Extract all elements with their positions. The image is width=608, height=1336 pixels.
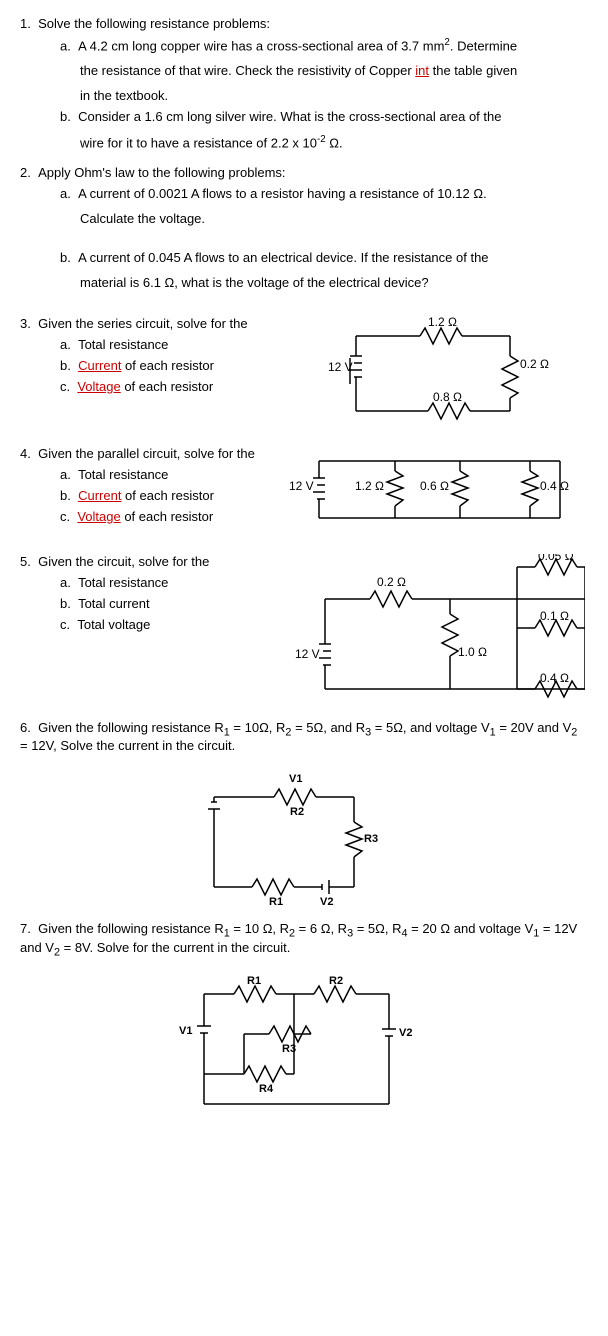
circuit-q6-icon: V1 R2 R3 R1 V2 — [194, 767, 414, 907]
q4-r3-label: 0.4 Ω — [540, 479, 569, 493]
q5-title: Given the circuit, solve for the — [38, 554, 209, 569]
circuit-series-icon: 12 V 1.2 Ω 0.2 Ω 0.8 Ω — [320, 316, 555, 426]
q6-figure: V1 R2 R3 R1 V2 — [20, 767, 588, 907]
q3-r1-label: 1.2 Ω — [428, 316, 457, 329]
q7-num: 7. — [20, 921, 38, 936]
q4-c: c. Voltage of each resistor — [60, 509, 285, 524]
q6-r2-label: R2 — [290, 806, 304, 818]
q3-a: a. Total resistance — [60, 337, 320, 352]
q5-b: b. Total current — [60, 596, 295, 611]
q6-num: 6. — [20, 720, 38, 735]
q5-r5-label: 0.4 Ω — [540, 671, 569, 685]
q7-r4-label: R4 — [259, 1083, 274, 1095]
q5-r1-label: 0.2 Ω — [377, 575, 406, 589]
q4-b: b. Current of each resistor — [60, 488, 285, 503]
q1-b: b. Consider a 1.6 cm long silver wire. W… — [60, 109, 588, 150]
q7-v1-label: V1 — [179, 1025, 192, 1037]
q3-v-label: 12 V — [328, 360, 353, 374]
q7-v2-label: V2 — [399, 1027, 412, 1039]
question-2: 2. Apply Ohm's law to the following prob… — [20, 165, 588, 290]
q5-a: a. Total resistance — [60, 575, 295, 590]
q7-r2-label: R2 — [329, 975, 343, 987]
q3-figure: 12 V 1.2 Ω 0.2 Ω 0.8 Ω — [320, 316, 588, 426]
q3-c: c. Voltage of each resistor — [60, 379, 320, 394]
circuit-mixed-icon: 12 V 0.2 Ω 1.0 Ω 0.05 Ω 0.1 Ω 0.4 Ω — [295, 554, 585, 704]
q5-r2-label: 1.0 Ω — [458, 645, 487, 659]
q6-r3-label: R3 — [364, 833, 378, 845]
q6-v1-label: V1 — [289, 773, 302, 785]
q2-a: a. A current of 0.0021 A flows to a resi… — [60, 186, 588, 226]
q4-a: a. Total resistance — [60, 467, 285, 482]
q1-num: 1. — [20, 16, 38, 31]
q4-num: 4. — [20, 446, 38, 461]
q4-r2-label: 0.6 Ω — [420, 479, 449, 493]
q2-title: Apply Ohm's law to the following problem… — [38, 165, 285, 180]
question-4: 4. Given the parallel circuit, solve for… — [20, 446, 588, 536]
question-5: 5. Given the circuit, solve for the a. T… — [20, 554, 588, 704]
q7-figure: R1 R2 V1 V2 R3 R4 — [20, 974, 588, 1124]
q5-c: c. Total voltage — [60, 617, 295, 632]
q1-title: Solve the following resistance problems: — [38, 16, 270, 31]
q6-v2-label: V2 — [320, 896, 333, 907]
q5-figure: 12 V 0.2 Ω 1.0 Ω 0.05 Ω 0.1 Ω 0.4 Ω — [295, 554, 588, 704]
q3-b: b. Current of each resistor — [60, 358, 320, 373]
q4-title: Given the parallel circuit, solve for th… — [38, 446, 255, 461]
q3-num: 3. — [20, 316, 38, 331]
q3-r3-label: 0.8 Ω — [433, 390, 462, 404]
q5-v-label: 12 V — [295, 647, 320, 661]
question-1: 1. Solve the following resistance proble… — [20, 16, 588, 151]
q4-figure: 12 V 1.2 Ω 0.6 Ω 0.4 Ω — [285, 446, 588, 536]
q3-title: Given the series circuit, solve for the — [38, 316, 248, 331]
q2-b: b. A current of 0.045 A flows to an elec… — [60, 250, 588, 290]
circuit-q7-icon: R1 R2 V1 V2 R3 R4 — [174, 974, 434, 1124]
question-7: 7. Given the following resistance R1 = 1… — [20, 921, 588, 1124]
q7-r3-label: R3 — [282, 1043, 296, 1055]
q5-num: 5. — [20, 554, 38, 569]
q6-r1-label: R1 — [269, 896, 283, 907]
link-int[interactable]: int — [415, 63, 429, 78]
q3-r2-label: 0.2 Ω — [520, 357, 549, 371]
q4-r1-label: 1.2 Ω — [355, 479, 384, 493]
question-3: 3. Given the series circuit, solve for t… — [20, 316, 588, 426]
q5-r4-label: 0.1 Ω — [540, 609, 569, 623]
q7-r1-label: R1 — [247, 975, 261, 987]
question-6: 6. Given the following resistance R1 = 1… — [20, 720, 588, 908]
q5-r3-label: 0.05 Ω — [538, 554, 574, 563]
circuit-parallel-icon: 12 V 1.2 Ω 0.6 Ω 0.4 Ω — [285, 446, 575, 536]
q1-a: a. A 4.2 cm long copper wire has a cross… — [60, 37, 588, 103]
q4-v-label: 12 V — [289, 479, 314, 493]
q2-num: 2. — [20, 165, 38, 180]
